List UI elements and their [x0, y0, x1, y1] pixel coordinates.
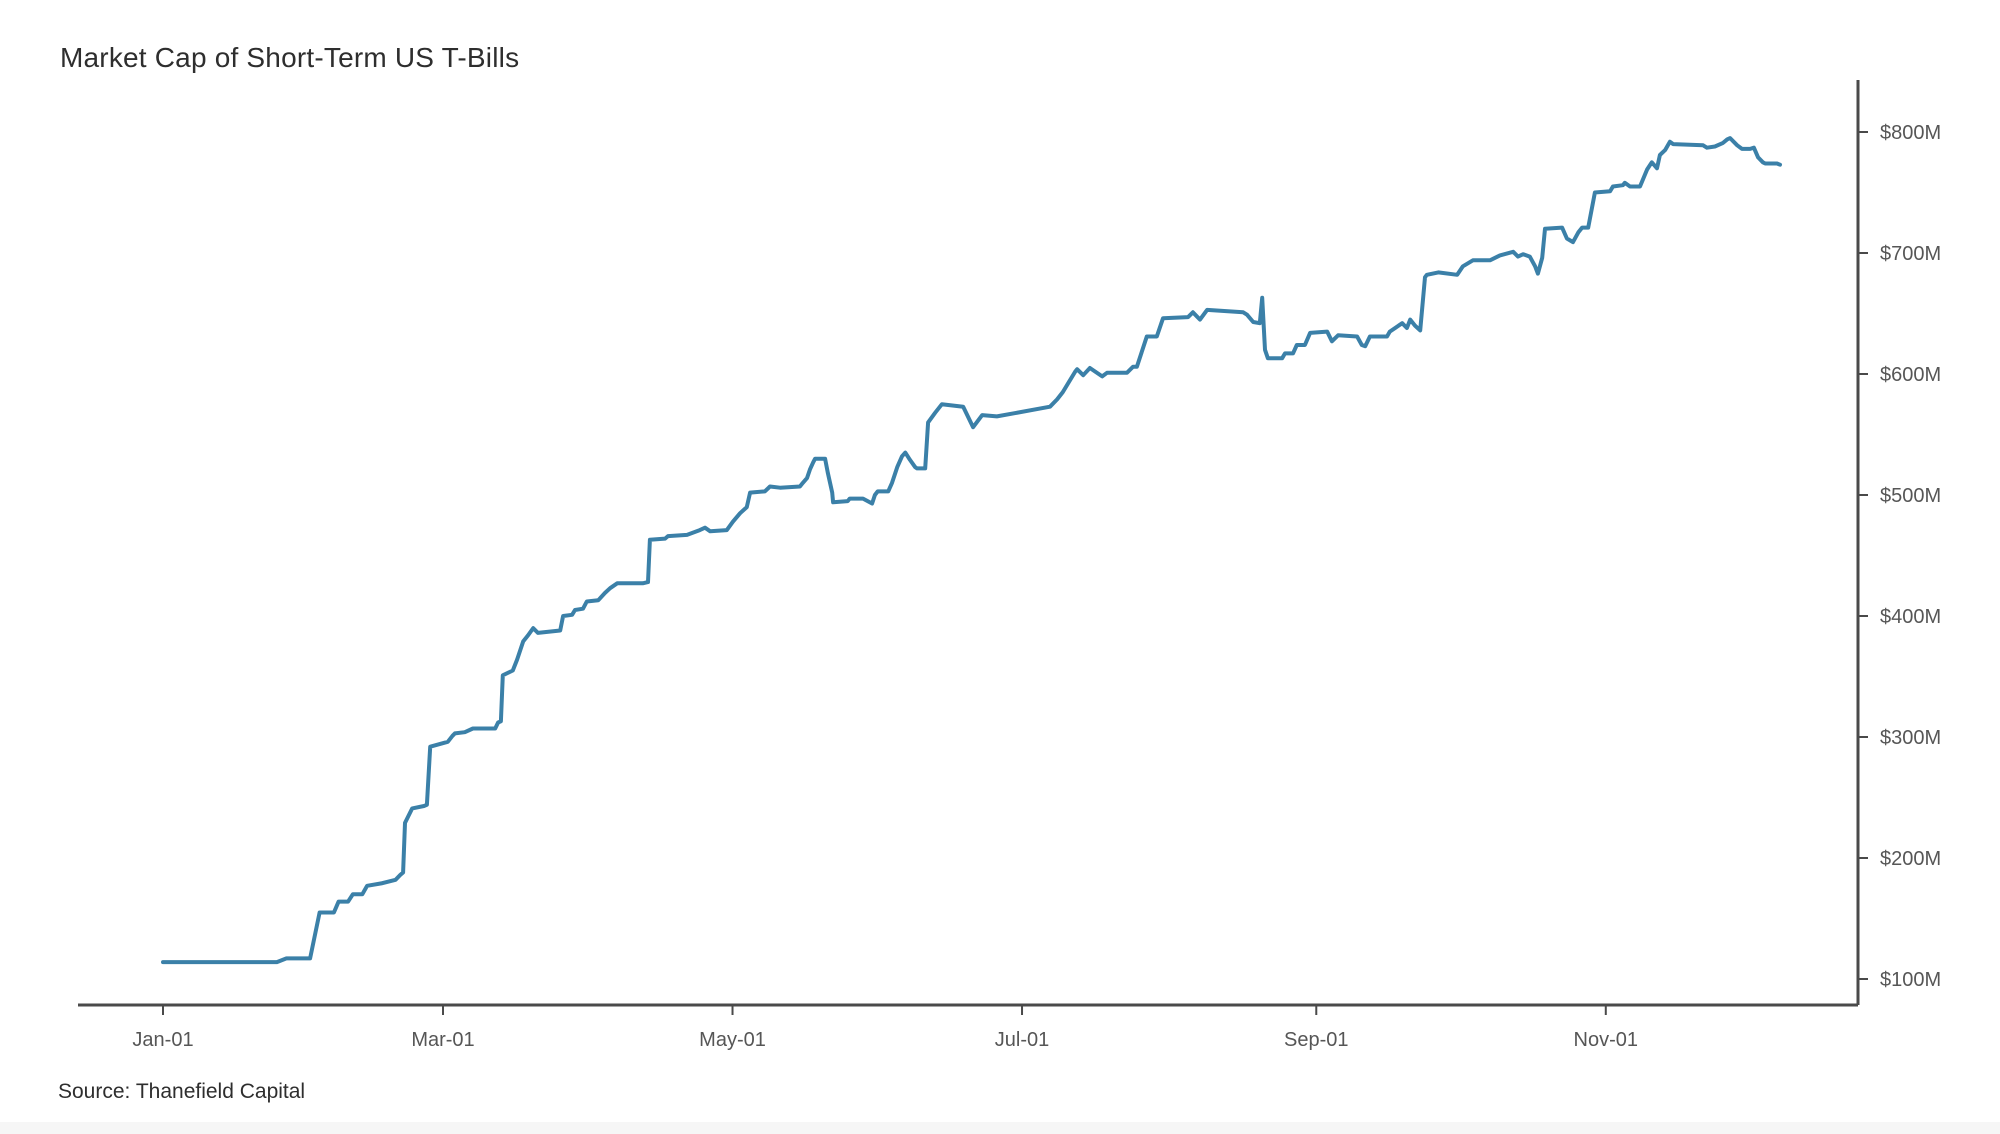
source-note: Source: Thanefield Capital — [58, 1080, 306, 1103]
x-tick-label: Nov-01 — [1574, 1029, 1638, 1051]
y-tick-label: $700M — [1880, 243, 1941, 265]
x-tick-label: May-01 — [699, 1029, 766, 1051]
x-tick-label: Sep-01 — [1284, 1029, 1349, 1051]
footer-strip — [0, 1122, 2000, 1134]
y-tick-label: $400M — [1880, 606, 1941, 628]
y-tick-label: $500M — [1880, 485, 1941, 507]
y-tick-label: $100M — [1880, 969, 1941, 991]
y-tick-label: $800M — [1880, 122, 1941, 144]
chart-title: Market Cap of Short-Term US T-Bills — [60, 42, 520, 73]
y-tick-label: $200M — [1880, 848, 1941, 870]
y-tick-label: $300M — [1880, 727, 1941, 749]
x-tick-label: Jul-01 — [995, 1029, 1049, 1051]
y-tick-label: $600M — [1880, 364, 1941, 386]
x-tick-label: Jan-01 — [132, 1029, 193, 1051]
x-tick-label: Mar-01 — [411, 1029, 474, 1051]
series-line — [161, 136, 1782, 965]
